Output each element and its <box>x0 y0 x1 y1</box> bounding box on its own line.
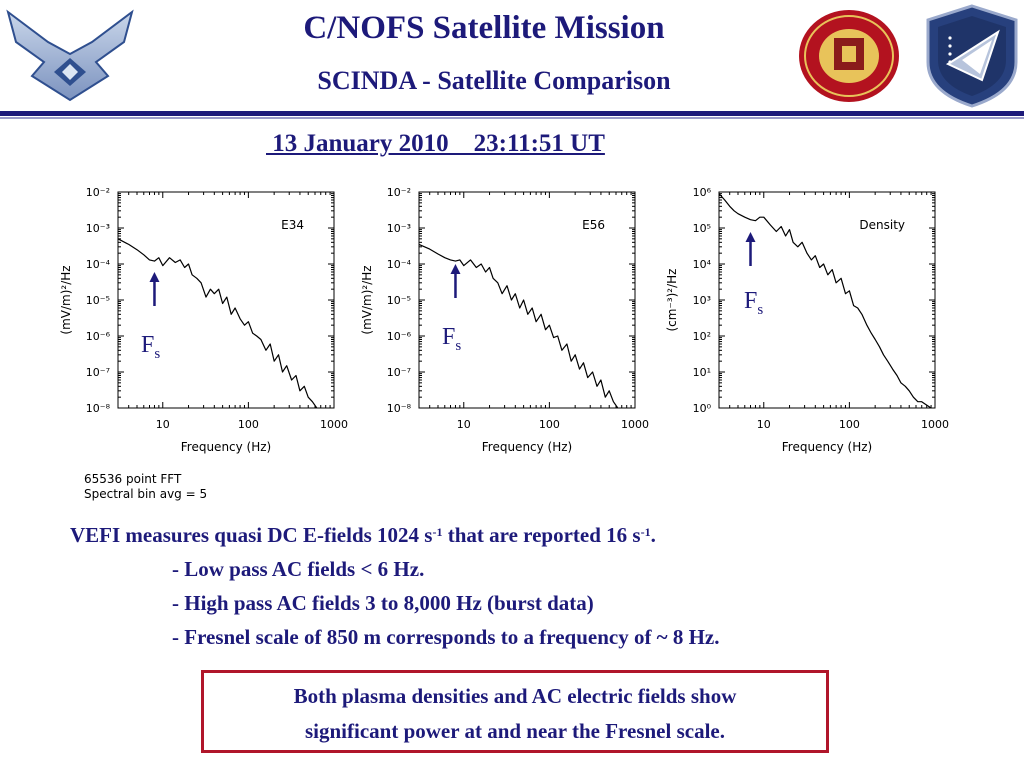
chart-panel-e34: 10⁻⁸ 10⁻⁷ 10⁻⁶ 10⁻⁵ 10⁻⁴ 10⁻³ 10⁻² 10 100 1000 Fre… <box>59 186 348 454</box>
description-text: . <box>650 523 656 547</box>
y-tick-label: 10⁻⁷ <box>387 366 411 379</box>
y-tick-label: 10⁻⁴ <box>86 258 111 271</box>
y-tick-label: 10⁰ <box>693 402 712 415</box>
bullet-item: - High pass AC fields 3 to 8,000 Hz (bur… <box>172 591 594 615</box>
y-tick-label: 10⁴ <box>693 258 712 271</box>
conclusion-line: significant power at and near the Fresne… <box>305 719 725 743</box>
fs-label: Fs <box>442 324 461 354</box>
spectrum-line <box>418 243 619 409</box>
panel-label: Density <box>859 218 905 232</box>
conclusion-line: Both plasma densities and AC electric fi… <box>293 684 737 708</box>
observation-datetime: 13 January 2010 23:11:51 UT <box>266 130 605 157</box>
fft-note-line: 65536 point FFT <box>84 472 182 486</box>
x-tick-label: 1000 <box>621 418 649 431</box>
description: VEFI measures quasi DC E-fields 1024 s-1… <box>70 518 720 654</box>
y-tick-label: 10⁻⁷ <box>86 366 110 379</box>
fs-arrowhead <box>450 264 461 274</box>
x-tick-label: 100 <box>839 418 860 431</box>
header-rule-accent <box>0 117 1024 119</box>
fs-label-subscript: s <box>455 338 461 354</box>
y-tick-label: 10⁻³ <box>86 222 110 235</box>
spectrum-line <box>117 238 318 409</box>
fs-label: Fs <box>744 288 763 318</box>
spectrum-line <box>718 193 932 409</box>
description-line: VEFI measures quasi DC E-fields 1024 s-1… <box>70 518 720 552</box>
x-tick-label: 100 <box>238 418 259 431</box>
exponent: -1 <box>640 525 651 539</box>
fs-label-subscript: s <box>757 302 763 318</box>
chart-panel-e56: 10⁻⁸ 10⁻⁷ 10⁻⁶ 10⁻⁵ 10⁻⁴ 10⁻³ 10⁻² 10 100 1000 Fre… <box>360 186 649 454</box>
page-subtitle: SCINDA - Satellite Comparison <box>317 66 671 95</box>
panel-label: E34 <box>281 218 304 232</box>
boston-college-seal <box>799 10 899 102</box>
fft-note-line: Spectral bin avg = 5 <box>84 487 208 501</box>
fs-arrowhead <box>149 272 160 282</box>
x-axis-label: Frequency (Hz) <box>181 440 272 454</box>
fs-label: Fs <box>141 332 160 362</box>
y-tick-label: 10⁻⁸ <box>86 402 111 415</box>
y-tick-label: 10⁻² <box>86 186 110 199</box>
panel-label: E56 <box>582 218 605 232</box>
x-tick-label: 10 <box>156 418 170 431</box>
y-tick-label: 10⁻⁴ <box>387 258 412 271</box>
chart-panel-density: 10⁰ 10¹ 10² 10³ 10⁴ 10⁵ 10⁶ 10 100 1000 Frequency … <box>665 186 949 454</box>
y-axis-label: (mV/m)²/Hz <box>360 265 374 334</box>
y-tick-label: 10⁶ <box>693 186 712 199</box>
y-tick-label: 10⁻³ <box>387 222 411 235</box>
page-title: C/NOFS Satellite Mission <box>303 10 665 46</box>
x-tick-label: 1000 <box>921 418 949 431</box>
y-tick-label: 10⁻⁵ <box>86 294 110 307</box>
y-tick-label: 10⁵ <box>693 222 711 235</box>
description-text: that are reported 16 s <box>442 523 641 547</box>
y-tick-label: 10⁻⁸ <box>387 402 412 415</box>
x-tick-label: 10 <box>757 418 771 431</box>
y-tick-label: 10³ <box>693 294 711 307</box>
x-tick-label: 10 <box>457 418 471 431</box>
y-tick-label: 10⁻⁵ <box>387 294 411 307</box>
x-tick-label: 1000 <box>320 418 348 431</box>
y-tick-label: 10⁻² <box>387 186 411 199</box>
bullet-item: - Fresnel scale of 850 m corresponds to … <box>172 625 720 649</box>
air-force-research-laboratory-shield <box>926 4 1018 108</box>
conclusion-box: Both plasma densities and AC electric fi… <box>201 670 829 753</box>
x-tick-label: 100 <box>539 418 560 431</box>
y-tick-label: 10⁻⁶ <box>387 330 412 343</box>
y-axis-label: (mV/m)²/Hz <box>59 265 73 334</box>
y-tick-label: 10² <box>693 330 711 343</box>
description-text: VEFI measures quasi DC E-fields 1024 s <box>70 523 433 547</box>
x-axis-label: Frequency (Hz) <box>482 440 573 454</box>
fs-label-subscript: s <box>154 346 160 362</box>
header-rule <box>0 111 1024 116</box>
air-force-symbol <box>6 9 134 102</box>
bullet-item: - Low pass AC fields < 6 Hz. <box>172 557 425 581</box>
x-axis-label: Frequency (Hz) <box>782 440 873 454</box>
y-tick-label: 10⁻⁶ <box>86 330 111 343</box>
y-tick-label: 10¹ <box>693 366 711 379</box>
fs-arrowhead <box>745 232 756 242</box>
y-axis-label: (cm⁻³)²/Hz <box>665 269 679 332</box>
exponent: -1 <box>432 525 443 539</box>
fft-note: 65536 point FFT Spectral bin avg = 5 <box>84 472 207 502</box>
